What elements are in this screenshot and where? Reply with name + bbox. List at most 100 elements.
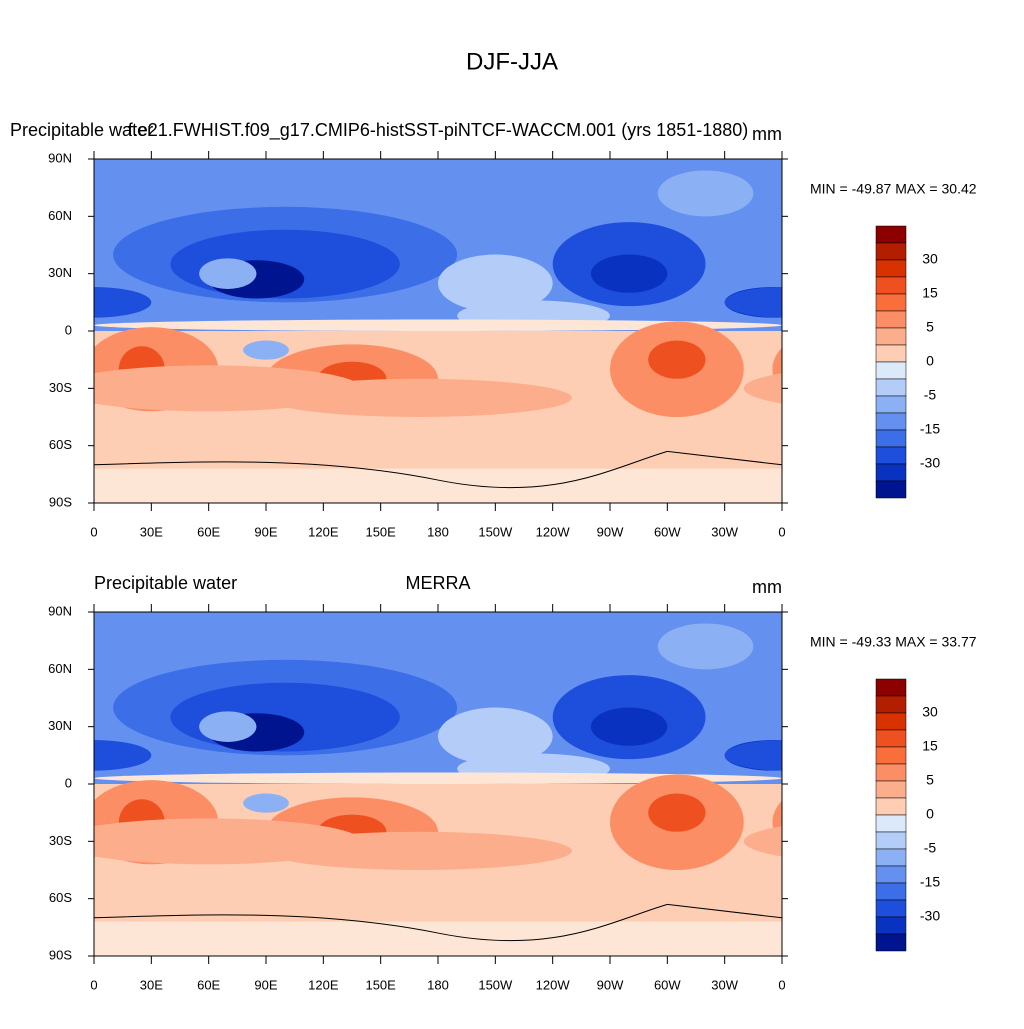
field-blob	[94, 319, 782, 331]
lon-label: 90W	[597, 977, 624, 992]
field-blob	[199, 258, 257, 289]
field-antarctic	[94, 468, 782, 503]
colorbar-box	[875, 916, 907, 935]
field-blob	[438, 254, 553, 312]
lat-label: 60S	[49, 437, 72, 452]
lat-label: 90S	[49, 947, 72, 962]
field-blob	[724, 287, 782, 318]
colorbar-box	[875, 259, 907, 278]
colorbar-box	[875, 293, 907, 312]
lon-label: 180	[427, 977, 449, 992]
colorbar-box	[875, 429, 907, 448]
colorbar-label: -5	[924, 840, 937, 856]
field-blob	[743, 826, 782, 857]
lon-label: 0	[778, 524, 785, 539]
lon-label: 90E	[254, 977, 277, 992]
field-blob	[266, 831, 572, 871]
colorbar-box	[875, 712, 907, 731]
lon-label: 150W	[478, 524, 513, 539]
colorbar-label: 5	[926, 319, 934, 335]
colorbar-box	[875, 797, 907, 816]
field-blob	[0, 321, 56, 417]
stats: MIN = -49.33 MAX = 33.77	[810, 634, 977, 650]
colorbar-label: 5	[926, 772, 934, 788]
field-blob	[0, 341, 18, 379]
field-blob	[0, 320, 94, 331]
panel-left-title: Precipitable water	[94, 573, 237, 593]
colorbar-label: -30	[920, 455, 940, 471]
lat-label: 90N	[48, 603, 72, 618]
field-blob	[807, 799, 853, 845]
lat-label: 60N	[48, 208, 72, 223]
lon-label: 180	[427, 524, 449, 539]
map-field	[0, 612, 1024, 956]
field-blob	[590, 707, 668, 746]
colorbar-label: 0	[926, 806, 934, 822]
figure-title: DJF-JJA	[466, 48, 558, 75]
lat-label: 0	[65, 322, 72, 337]
field-blob	[199, 711, 257, 742]
lon-label: 30W	[711, 977, 738, 992]
lon-label: 0	[90, 524, 97, 539]
colorbar-box	[875, 780, 907, 799]
colorbar-box	[875, 344, 907, 363]
panel-left-title: Precipitable water	[10, 120, 153, 140]
lon-label: 30W	[711, 524, 738, 539]
field-blob	[954, 797, 1024, 866]
field-blob	[954, 832, 1024, 870]
field-blob	[266, 378, 572, 417]
lat-label: 30S	[49, 833, 72, 848]
field-blob	[801, 660, 1024, 756]
colorbar-box	[875, 933, 907, 952]
lon-label: 90W	[597, 524, 624, 539]
lat-label: 30N	[48, 265, 72, 280]
lon-label: 30E	[140, 977, 163, 992]
field-blob	[897, 713, 993, 751]
field-blob	[243, 793, 289, 813]
colorbar-box	[875, 480, 907, 499]
field-blob	[897, 260, 993, 298]
panel-right-title: mm	[752, 577, 782, 597]
field-blob	[743, 373, 782, 404]
colorbar-box	[875, 378, 907, 397]
colorbar-label: -15	[920, 421, 940, 437]
colorbar-box	[875, 361, 907, 380]
field-blob	[438, 707, 553, 765]
lon-label: 150E	[365, 524, 396, 539]
lat-label: 0	[65, 775, 72, 790]
map-field	[0, 159, 1024, 503]
colorbar-box	[875, 276, 907, 295]
colorbar-box	[875, 729, 907, 748]
colorbar-label: 15	[922, 738, 938, 754]
colorbar-box	[875, 225, 907, 244]
colorbar-box	[875, 327, 907, 346]
lon-label: 150E	[365, 977, 396, 992]
colorbar-label: 30	[922, 704, 938, 720]
colorbar-box	[875, 831, 907, 850]
lon-label: 90E	[254, 524, 277, 539]
colorbar-box	[875, 310, 907, 329]
field-blob	[648, 340, 706, 379]
lon-label: 150W	[478, 977, 513, 992]
colorbar-box	[875, 899, 907, 918]
lon-label: 120E	[308, 977, 339, 992]
stats: MIN = -49.87 MAX = 30.42	[810, 181, 977, 197]
lat-label: 30N	[48, 718, 72, 733]
field-antarctic	[94, 921, 782, 956]
field-blob	[954, 344, 1024, 413]
colorbar-label: -15	[920, 874, 940, 890]
field-blob	[0, 794, 18, 832]
lon-label: 120W	[536, 977, 571, 992]
field-blob	[1006, 362, 1024, 396]
lon-label: 60W	[654, 524, 681, 539]
lon-label: 120E	[308, 524, 339, 539]
field-blob	[657, 170, 754, 217]
lon-label: 0	[90, 977, 97, 992]
lon-label: 0	[778, 977, 785, 992]
colorbar-box	[875, 848, 907, 867]
colorbar-box	[875, 242, 907, 261]
lon-label: 30E	[140, 524, 163, 539]
field-blob	[0, 675, 18, 759]
field-blob	[801, 207, 1024, 303]
